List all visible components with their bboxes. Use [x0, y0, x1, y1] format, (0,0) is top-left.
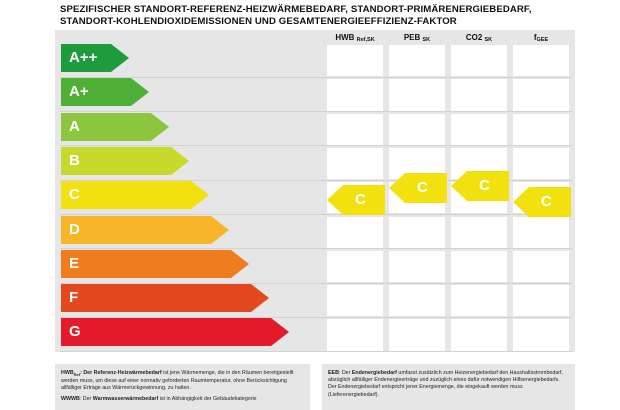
eeb-bold: Endenergiebedarf	[351, 370, 397, 376]
title-line-2: STANDORT-KOHLENDIOXIDEMISSIONEN UND GESA…	[60, 15, 457, 27]
grid-cell	[327, 319, 383, 351]
grid-cell	[389, 79, 445, 111]
grid-cell	[327, 113, 383, 145]
eeb-term: EEB	[328, 370, 339, 376]
class-bar-e: E	[61, 249, 249, 278]
row-divider	[60, 111, 572, 113]
hwb-term: HWB	[61, 370, 74, 376]
class-label: F	[69, 289, 79, 307]
rating-value: C	[479, 177, 490, 195]
class-bar-g: G	[61, 318, 289, 347]
rating-indicator-peb: C	[389, 173, 447, 204]
hwb-text: ist jene Wärmemenge, die in den Räumen b…	[61, 370, 294, 392]
rating-value: C	[417, 179, 428, 197]
column-header-hwb-sub: Ref,SK	[356, 37, 375, 43]
grid-cell	[451, 216, 507, 248]
wwwb-footnote: WWWB: Der Warmwasserwärmebedarf ist in A…	[61, 396, 304, 403]
grid-cell	[513, 216, 569, 248]
grid-cell	[327, 250, 383, 283]
eeb-colon: : Der	[338, 370, 352, 376]
column-header-co2-main: CO2	[465, 33, 483, 42]
class-label: A++	[69, 49, 98, 66]
hwb-footnote: HWBRef: Der Referenz-Heizwärmebedarf ist…	[61, 370, 304, 393]
grid-cell	[513, 79, 569, 111]
wwwb-bold: Warmwasserwärmebedarf	[92, 395, 159, 402]
column-header-fgee-sub: GEE	[536, 37, 549, 43]
grid-cell	[327, 147, 383, 180]
class-label: B	[69, 151, 80, 169]
class-bar-c: C	[61, 181, 209, 210]
footnote-left: HWBRef: Der Referenz-Heizwärmebedarf ist…	[55, 364, 310, 410]
column-header-fgee-main: f	[533, 33, 537, 42]
wwwb-colon: : Der	[79, 395, 93, 402]
footnote-right: EEB: Der Endenergiebedarf umfasst zusätz…	[322, 364, 575, 410]
class-bar-f: F	[61, 284, 269, 313]
class-bar-a: A	[61, 112, 169, 141]
column-header-peb-main: PEB	[403, 33, 421, 42]
hwb-sub: Ref	[73, 372, 81, 378]
grid-cell	[389, 216, 445, 248]
grid-cell	[451, 285, 507, 317]
grid-cell	[513, 319, 569, 351]
grid-cell	[451, 45, 507, 77]
grid-cell	[389, 250, 445, 283]
column-header-fgee: fGEE	[512, 33, 570, 43]
class-label: E	[69, 254, 80, 272]
row-divider	[60, 351, 572, 353]
grid-cell	[513, 113, 569, 145]
grid-cell	[327, 79, 383, 111]
column-header-co2: CO2 SK	[450, 33, 508, 43]
grid-cell	[389, 45, 445, 77]
class-label: A+	[69, 83, 89, 101]
column-header-co2-sub: SK	[484, 37, 493, 43]
column-header-hwb: HWB Ref,SK	[326, 33, 384, 43]
class-bar-aplus: A+	[61, 78, 149, 107]
label-title: SPEZIFISCHER STANDORT-REFERENZ-HEIZWÄRME…	[60, 4, 600, 27]
rating-value: C	[541, 193, 552, 211]
hwb-bold: Der Referenz-Heizwärmebedarf	[83, 370, 162, 376]
row-divider	[60, 145, 572, 147]
class-label: D	[69, 220, 80, 238]
grid-cell	[327, 216, 383, 248]
grid-cell	[513, 147, 569, 180]
title-line-1: SPEZIFISCHER STANDORT-REFERENZ-HEIZWÄRME…	[60, 4, 532, 15]
grid-cell	[451, 319, 507, 351]
rating-value: C	[355, 191, 366, 209]
grid-cell	[451, 250, 507, 283]
grid-cell	[389, 319, 445, 351]
row-divider	[60, 282, 572, 284]
class-label: G	[69, 323, 81, 341]
column-header-peb-sub: SK	[422, 37, 431, 43]
class-label: C	[69, 186, 80, 204]
row-divider	[60, 214, 572, 215]
wwwb-text: ist in Abhängigkeit der Gebäudekategorie	[158, 395, 257, 402]
grid-cell	[327, 285, 383, 317]
class-bar-b: B	[61, 146, 189, 175]
row-divider	[60, 248, 572, 250]
wwwb-term: WWWB	[61, 395, 80, 402]
rating-indicator-f: C	[513, 187, 571, 218]
grid-cell	[389, 285, 445, 317]
class-bar-aplusplus: A++	[61, 44, 129, 72]
class-label: A	[69, 117, 80, 135]
grid-cell	[513, 285, 569, 317]
row-divider	[60, 179, 572, 181]
row-divider	[60, 316, 572, 318]
grid-cell	[389, 113, 445, 145]
column-header-peb: PEB SK	[388, 33, 446, 43]
rating-indicator-co2: C	[451, 171, 509, 202]
eeb-footnote: EEB: Der Endenergiebedarf umfasst zusätz…	[328, 370, 569, 399]
rating-indicator-hwb: C	[327, 185, 385, 216]
hwb-colon: :	[80, 370, 82, 376]
column-header-hwb-main: HWB	[335, 33, 355, 42]
grid-cell	[451, 79, 507, 111]
grid-cell	[513, 45, 569, 77]
class-bar-d: D	[61, 215, 229, 244]
grid-cell	[451, 113, 507, 145]
row-divider	[60, 76, 572, 78]
eeb-text: umfasst zusätzlich zum Heizenergiebedarf…	[328, 370, 563, 398]
grid-cell	[327, 45, 383, 77]
grid-cell	[513, 250, 569, 283]
